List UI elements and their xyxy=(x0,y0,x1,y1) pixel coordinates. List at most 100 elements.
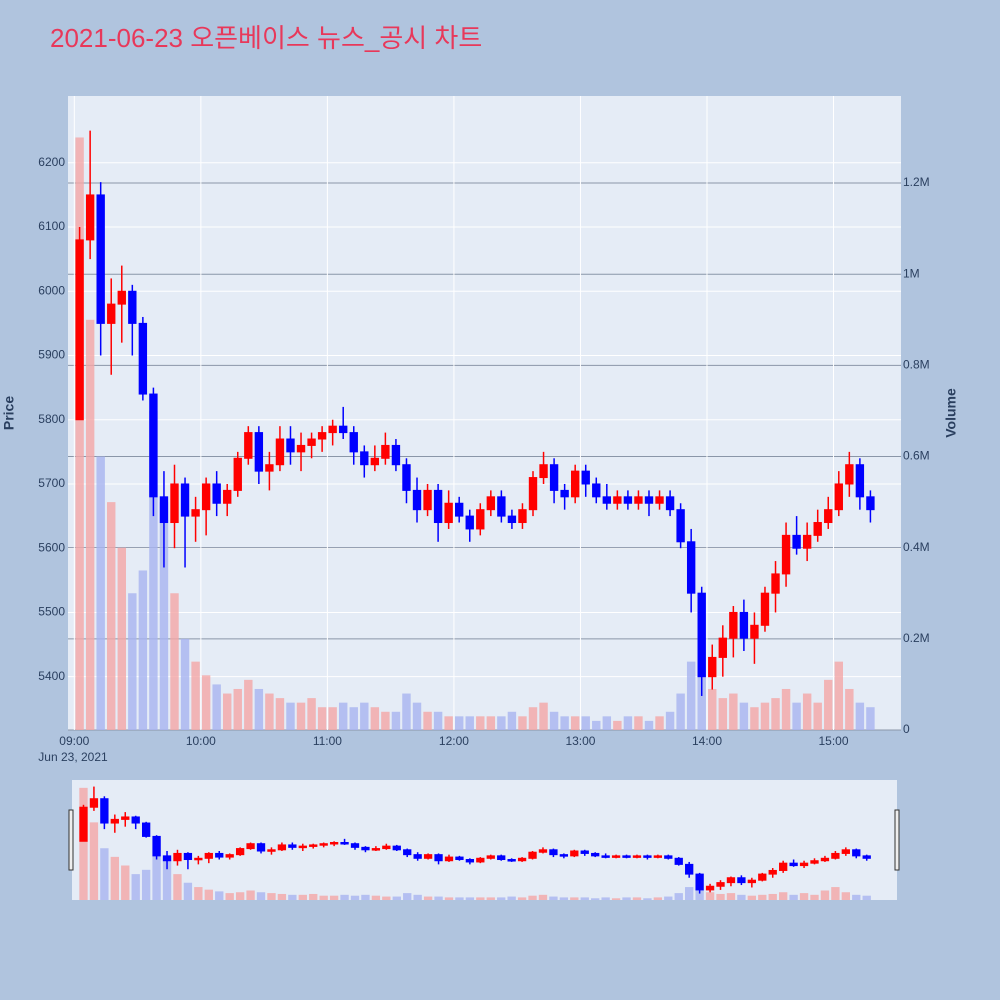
volume-bar xyxy=(834,661,844,730)
range-slider[interactable] xyxy=(72,780,897,900)
candle-body xyxy=(601,855,610,858)
candle-body xyxy=(298,845,307,849)
volume-bar xyxy=(655,716,664,730)
volume-bar xyxy=(267,893,276,900)
volume-bar xyxy=(138,570,148,730)
slider-handle[interactable] xyxy=(894,809,900,871)
candle-body xyxy=(141,822,151,837)
volume-bar xyxy=(802,693,812,730)
volume-bar xyxy=(737,894,746,900)
volume-bar xyxy=(235,892,245,900)
volume-bar xyxy=(708,688,717,730)
candle-body xyxy=(180,483,190,517)
candle-body xyxy=(560,489,569,498)
candle-body xyxy=(277,844,287,851)
volume-bar xyxy=(131,874,140,900)
candle-body xyxy=(455,502,464,517)
candle-body xyxy=(792,534,801,549)
volume-bar xyxy=(486,716,496,730)
volume-bar xyxy=(244,679,253,730)
volume-bar xyxy=(382,896,391,900)
candle-body xyxy=(225,854,234,858)
volume-bar xyxy=(813,702,822,730)
candle-body xyxy=(497,496,506,517)
candle-body xyxy=(246,843,255,850)
candle-body xyxy=(570,850,579,857)
volume-bar xyxy=(152,839,161,900)
volume-bar xyxy=(718,698,728,730)
y2-tick-label: 1.2M xyxy=(903,175,930,189)
volume-bar xyxy=(729,693,738,730)
candle-body xyxy=(319,843,328,846)
slider-handle[interactable] xyxy=(68,809,74,871)
candle-body xyxy=(539,464,548,479)
candle-body xyxy=(131,816,140,824)
candle-body xyxy=(747,879,756,884)
candle-body xyxy=(381,444,390,459)
candle-body xyxy=(328,425,337,434)
volume-bar xyxy=(580,897,589,900)
candle-body xyxy=(643,855,652,858)
volume-bar xyxy=(528,895,537,900)
candle-body xyxy=(96,194,105,324)
y-tick-label: 6200 xyxy=(38,155,65,169)
volume-bar xyxy=(360,702,369,730)
candle-body xyxy=(138,322,148,395)
candle-body xyxy=(191,509,200,517)
y2-tick-label: 0 xyxy=(903,722,910,736)
chart-title: 2021-06-23 오픈베이스 뉴스_공시 차트 xyxy=(50,23,482,53)
candle-body xyxy=(296,444,306,453)
candle-body xyxy=(201,483,211,511)
y-axis-title: Price xyxy=(1,396,17,430)
candle-body xyxy=(570,470,580,498)
candle-body xyxy=(423,489,432,511)
volume-bar xyxy=(716,893,725,900)
candle-body xyxy=(655,496,664,504)
candle-body xyxy=(465,515,474,530)
volume-bar xyxy=(613,720,622,730)
candle-body xyxy=(779,862,788,871)
volume-bar xyxy=(465,716,474,730)
volume-bar xyxy=(768,893,777,900)
volume-bar xyxy=(110,856,119,900)
volume-bar xyxy=(350,895,360,900)
volume-bar xyxy=(831,887,840,900)
volume-bar xyxy=(265,693,274,730)
candle-body xyxy=(275,438,285,466)
y-tick-label: 5500 xyxy=(38,605,65,619)
candle-body xyxy=(233,457,242,491)
candle-body xyxy=(79,806,88,842)
candle-body xyxy=(685,863,694,875)
candle-body xyxy=(212,483,221,504)
candle-body xyxy=(223,489,232,504)
plot-area xyxy=(68,96,901,730)
candle-body xyxy=(215,852,224,858)
volume-bar xyxy=(444,897,454,900)
candle-body xyxy=(653,855,663,858)
volume-bar xyxy=(644,720,654,730)
volume-bar xyxy=(201,675,211,730)
volume-bar xyxy=(317,707,327,730)
volume-bar xyxy=(149,410,158,730)
volume-bar xyxy=(695,889,704,900)
volume-bar xyxy=(855,702,865,730)
candle-body xyxy=(559,854,569,857)
candle-body xyxy=(413,854,422,859)
volume-bar xyxy=(117,547,126,730)
volume-bar xyxy=(191,661,200,730)
candle-body xyxy=(89,798,99,808)
candle-body xyxy=(789,862,798,867)
volume-bar xyxy=(632,897,642,900)
candle-body xyxy=(476,509,485,530)
volume-bar xyxy=(781,688,791,730)
x-tick-label: 10:00 xyxy=(186,734,216,748)
candle-body xyxy=(100,798,109,824)
candle-body xyxy=(718,637,727,658)
candle-body xyxy=(580,850,589,854)
candle-body xyxy=(254,432,264,472)
candle-body xyxy=(726,877,736,884)
volume-bar xyxy=(581,716,590,730)
volume-bar xyxy=(298,894,307,900)
volume-bar xyxy=(370,707,380,730)
candle-body xyxy=(339,425,348,434)
